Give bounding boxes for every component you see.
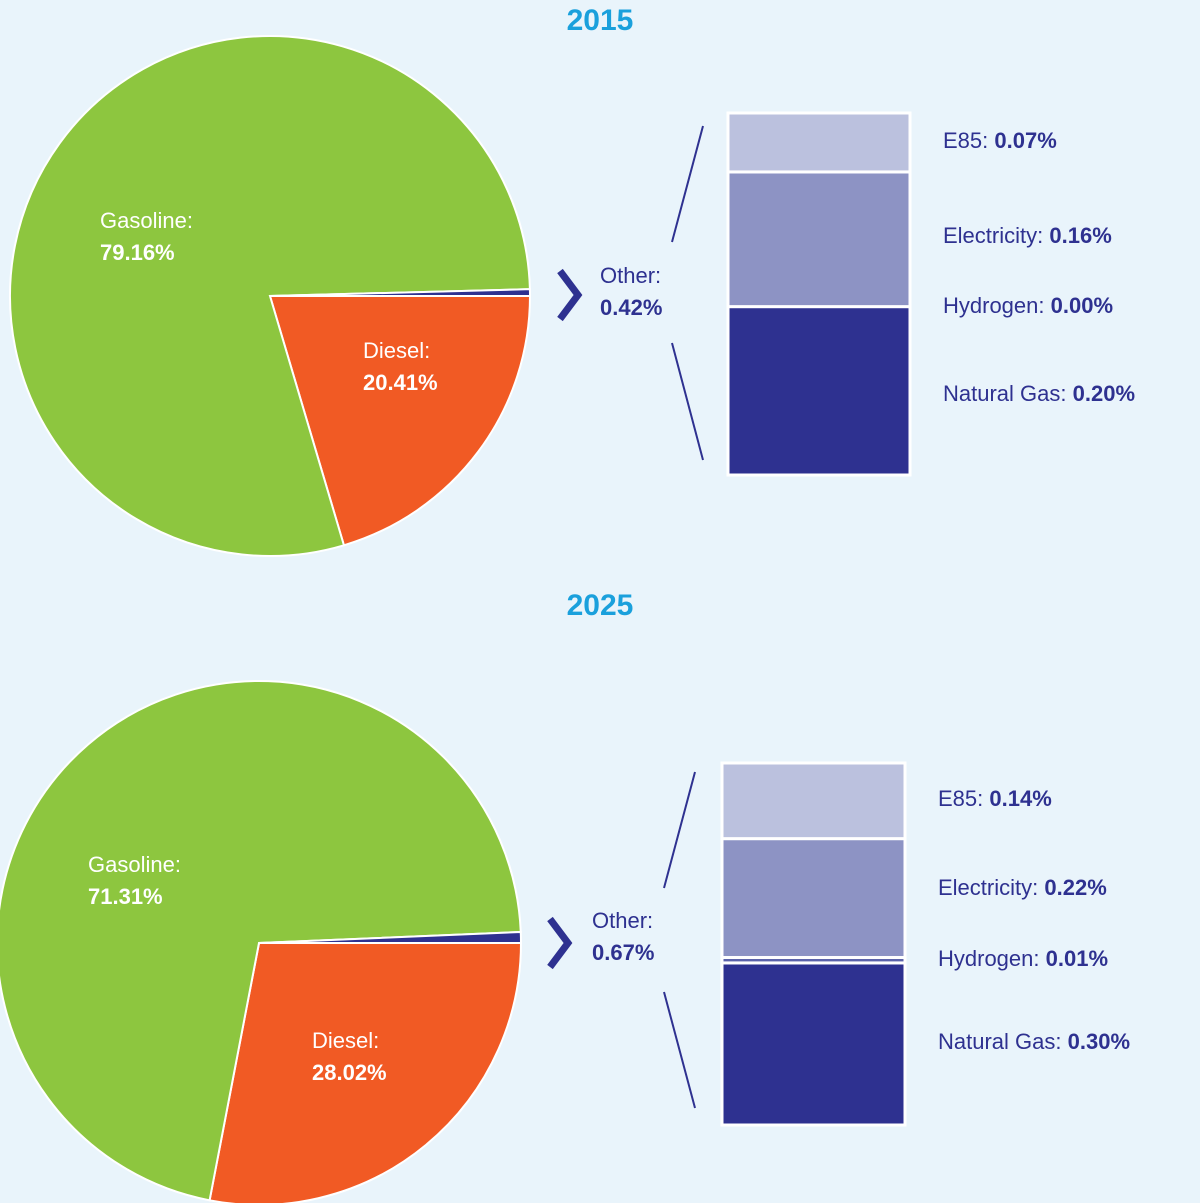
bar-segment	[720, 837, 907, 960]
segment-value-label: 0.14%	[989, 786, 1051, 811]
chart-title: 2015	[567, 4, 634, 37]
connector-line	[663, 771, 696, 889]
slice-value-label: 79.16%	[100, 240, 175, 265]
segment-label: Natural Gas: 0.20%	[943, 381, 1135, 406]
segment-value-label: 0.30%	[1068, 1029, 1130, 1054]
segment-label: E85: 0.07%	[943, 128, 1057, 153]
slice-label: Other:	[600, 263, 661, 288]
pie-slice	[269, 288, 532, 297]
segment-name: E85:	[943, 128, 988, 153]
slice-value-label: 71.31%	[88, 884, 163, 909]
slice-label: Gasoline:	[88, 852, 181, 877]
segment-label: Electricity: 0.16%	[943, 223, 1112, 248]
segment-name: Electricity:	[943, 223, 1043, 248]
chart-title: 2025	[567, 589, 634, 622]
bar-segment	[726, 111, 912, 174]
segment-label: Electricity: 0.22%	[938, 875, 1107, 900]
slice-label: Other:	[592, 908, 653, 933]
slice-value-label: 28.02%	[312, 1060, 387, 1085]
bar-segment	[720, 961, 907, 1127]
pie-slice	[268, 295, 532, 547]
segment-value-label: 0.00%	[1051, 293, 1113, 318]
slice-value-label: 0.67%	[592, 940, 654, 965]
chevron	[547, 916, 573, 970]
slice-label: Diesel:	[363, 338, 430, 363]
pie-slice	[9, 35, 531, 557]
segment-name: Natural Gas:	[943, 381, 1067, 406]
segment-name: Hydrogen:	[938, 946, 1040, 971]
segment-value-label: 0.01%	[1046, 946, 1108, 971]
connector-line	[671, 125, 704, 243]
segment-label: Hydrogen: 0.00%	[943, 293, 1113, 318]
slice-value-label: 0.42%	[600, 295, 662, 320]
bar-segment	[726, 170, 912, 309]
slice-label: Gasoline:	[100, 208, 193, 233]
pie-slice	[0, 680, 522, 1202]
segment-name: Electricity:	[938, 875, 1038, 900]
bar-segment	[720, 761, 907, 841]
segment-value-label: 0.16%	[1049, 223, 1111, 248]
segment-name: Hydrogen:	[943, 293, 1045, 318]
segment-value-label: 0.22%	[1044, 875, 1106, 900]
segment-value-label: 0.20%	[1073, 381, 1135, 406]
chevron	[557, 268, 583, 322]
pie-slice	[258, 930, 523, 944]
segment-label: Natural Gas: 0.30%	[938, 1029, 1130, 1054]
slice-value-label: 20.41%	[363, 370, 438, 395]
slice-label: Diesel:	[312, 1028, 379, 1053]
pie-slice	[208, 942, 523, 1203]
connector-line	[671, 342, 704, 461]
segment-label: Hydrogen: 0.01%	[938, 946, 1108, 971]
segment-value-label: 0.07%	[994, 128, 1056, 153]
segment-label: E85: 0.14%	[938, 786, 1052, 811]
segment-name: E85:	[938, 786, 983, 811]
connector-line	[663, 991, 696, 1109]
bar-segment	[726, 305, 912, 477]
segment-name: Natural Gas:	[938, 1029, 1062, 1054]
